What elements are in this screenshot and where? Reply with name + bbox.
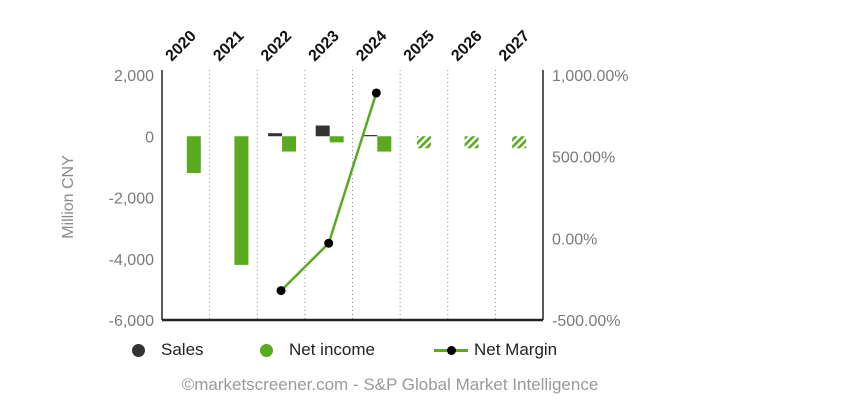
net-income-estimate-bar[interactable] <box>416 136 431 149</box>
legend-label-sales: Sales <box>161 340 204 359</box>
sales-bar[interactable] <box>268 133 283 137</box>
year-label: 2026 <box>448 28 485 65</box>
right-tick-label: 0.00% <box>552 231 597 248</box>
source-credit: ©marketscreener.com - S&P Global Market … <box>181 375 599 394</box>
bars <box>186 125 527 265</box>
net-income-bar[interactable] <box>329 136 344 143</box>
left-tick-label: -6,000 <box>109 313 154 330</box>
axes <box>161 70 544 322</box>
net-income-bar[interactable] <box>282 136 297 152</box>
sales-swatch-icon <box>132 343 145 357</box>
legend-item-net-income[interactable]: Net income <box>260 340 375 360</box>
left-tick-label: 0 <box>145 129 154 146</box>
year-label: 2023 <box>305 28 342 65</box>
year-label: 2027 <box>496 28 533 65</box>
net-income-estimate-bar[interactable] <box>512 136 527 149</box>
sales-bar[interactable] <box>363 135 378 137</box>
year-label: 2021 <box>210 28 247 65</box>
net-income-bar[interactable] <box>186 136 201 173</box>
right-tick-label: 1,000.00% <box>552 68 629 85</box>
legend-label-net-income: Net income <box>289 340 375 359</box>
y-axis-label: Million CNY <box>60 155 77 239</box>
right-axis-ticks: 1,000.00% 500.00% 0.00% -500.00% <box>552 68 629 330</box>
net-income-bar[interactable] <box>377 136 392 152</box>
year-labels: 2020 2021 2022 2023 2024 2025 2026 2027 <box>163 28 534 65</box>
net-margin-point[interactable] <box>276 286 286 296</box>
left-axis-ticks: 2,000 0 -2,000 -4,000 -6,000 <box>109 68 154 330</box>
sales-bar[interactable] <box>315 125 330 137</box>
net-margin-polyline <box>280 92 378 292</box>
legend: Sales Net income Net Margin <box>132 340 612 366</box>
net-margin-point[interactable] <box>324 238 334 248</box>
net-margin-point[interactable] <box>371 88 381 98</box>
right-tick-label: 500.00% <box>552 150 615 167</box>
chart: 2,000 0 -2,000 -4,000 -6,000 1,000.00% 500.00… <box>60 28 629 330</box>
right-tick-label: -500.00% <box>552 313 621 330</box>
year-label: 2020 <box>163 28 200 65</box>
grid <box>209 70 496 320</box>
net-income-swatch-icon <box>260 343 273 357</box>
net-income-bar[interactable] <box>234 136 249 265</box>
net-margin-swatch-icon <box>434 343 468 357</box>
year-label: 2024 <box>353 28 390 65</box>
legend-label-net-margin: Net Margin <box>474 340 558 359</box>
left-tick-label: 2,000 <box>114 68 154 85</box>
net-margin-line <box>276 88 381 296</box>
year-label: 2025 <box>401 28 438 65</box>
year-label: 2022 <box>258 28 295 65</box>
net-income-estimate-bar[interactable] <box>464 136 479 149</box>
left-tick-label: -4,000 <box>109 252 154 269</box>
left-tick-label: -2,000 <box>109 191 154 208</box>
legend-item-sales[interactable]: Sales <box>132 340 204 360</box>
legend-item-net-margin[interactable]: Net Margin <box>434 340 557 360</box>
